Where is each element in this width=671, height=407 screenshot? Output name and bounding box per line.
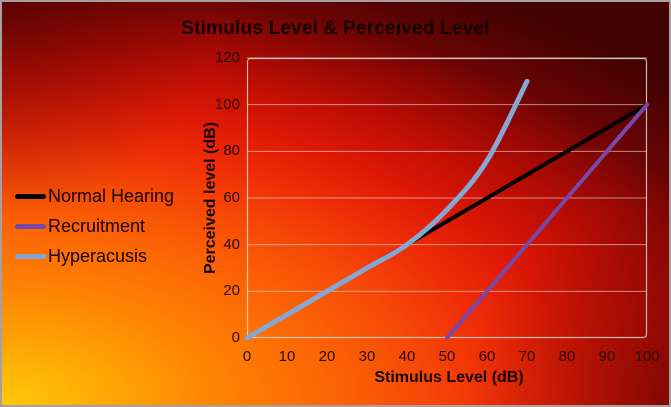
- series-recruitment: [445, 102, 649, 340]
- series-hyperacusis: [244, 78, 530, 341]
- x-tick-label: 0: [242, 348, 252, 365]
- legend-swatch-normal-hearing: [15, 193, 46, 199]
- legend-swatch-hyperacusis: [15, 253, 46, 259]
- legend-item-normal-hearing: Normal Hearing: [15, 181, 174, 211]
- y-tick-label: 20: [223, 282, 240, 300]
- x-tick-label: 50: [438, 348, 456, 365]
- chart-title: Stimulus Level & Perceived Level: [181, 18, 490, 39]
- x-tick-label: 70: [518, 348, 536, 365]
- x-axis-title: Stimulus Level (dB): [374, 369, 524, 386]
- x-tick-label: 60: [478, 348, 496, 365]
- y-tick-label: 60: [223, 189, 240, 206]
- x-tick-label: 100: [634, 348, 660, 365]
- legend-swatch-recruitment: [15, 223, 46, 229]
- y-tick-label: 0: [231, 329, 240, 346]
- plot-area: [244, 57, 649, 341]
- legend-label-recruitment: Recruitment: [48, 215, 146, 236]
- legend: Normal Hearing Recruitment Hyperacusis: [15, 181, 174, 271]
- x-tick-label: 80: [558, 348, 576, 365]
- legend-label-normal-hearing: Normal Hearing: [48, 185, 175, 206]
- y-tick-label: 80: [223, 142, 240, 160]
- y-tick-label: 100: [214, 95, 240, 113]
- x-tick-label: 40: [398, 348, 416, 365]
- x-tick-label: 10: [278, 348, 296, 365]
- x-tick-label: 20: [318, 348, 336, 365]
- legend-item-hyperacusis: Hyperacusis: [15, 241, 174, 271]
- y-tick-label: 120: [214, 49, 240, 66]
- x-tick-label: 90: [598, 348, 616, 365]
- y-tick-label: 40: [223, 235, 240, 253]
- legend-item-recruitment: Recruitment: [15, 211, 174, 241]
- x-tick-label: 30: [358, 348, 376, 365]
- legend-label-hyperacusis: Hyperacusis: [48, 245, 148, 266]
